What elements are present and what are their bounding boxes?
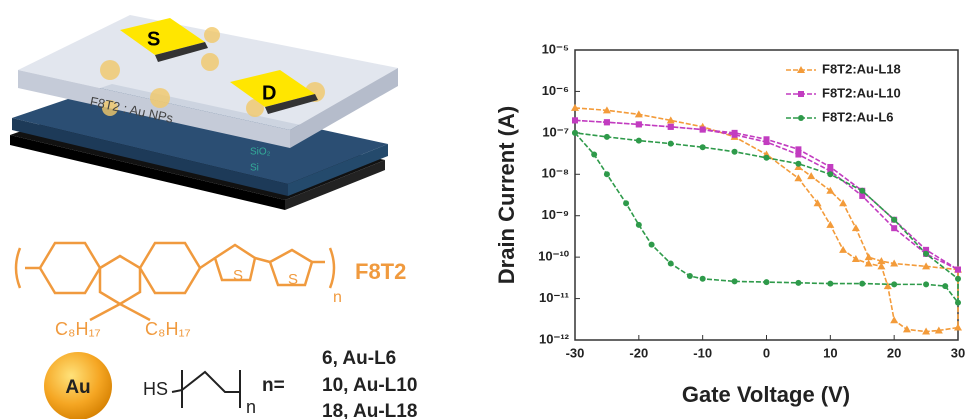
chart: Gate Voltage (V) Drain Current (A) 10⁻⁵ 1… xyxy=(494,41,965,406)
thiol-label: HS xyxy=(143,379,168,399)
data-point xyxy=(591,152,597,158)
data-point xyxy=(604,119,610,125)
data-point xyxy=(700,276,706,282)
data-point xyxy=(649,242,655,248)
x-axis-title: Gate Voltage (V) xyxy=(682,382,850,407)
data-point xyxy=(955,276,961,282)
n-equals: n= xyxy=(262,375,285,396)
data-point xyxy=(635,110,643,117)
alkyl-chain xyxy=(172,370,240,408)
y-tick-label: 10⁻¹² xyxy=(539,331,570,346)
data-point xyxy=(732,149,738,155)
data-point xyxy=(636,121,642,127)
data-point xyxy=(891,281,897,287)
data-point xyxy=(604,134,610,140)
data-point xyxy=(795,161,801,167)
data-point xyxy=(859,188,865,194)
data-point xyxy=(668,261,674,267)
data-point xyxy=(890,316,898,323)
device-stack: S D F8T2 : Au NPs SiO₂ Si xyxy=(10,15,398,210)
data-point xyxy=(884,282,892,289)
x-tick-label: 20 xyxy=(887,345,901,360)
y-tick-label: 10⁻⁵ xyxy=(542,41,569,56)
data-point xyxy=(572,117,578,123)
data-point xyxy=(839,246,847,253)
data-point xyxy=(795,152,801,158)
data-point xyxy=(572,130,578,136)
particle-label: Au xyxy=(65,377,90,398)
source-label: S xyxy=(147,28,160,50)
thiophene-sulfur: S xyxy=(233,267,243,284)
ligand-item: 10, Au-L10 xyxy=(322,375,417,396)
data-point xyxy=(923,281,929,287)
data-point xyxy=(604,171,610,177)
legend-marker xyxy=(798,115,804,121)
x-tick-label: -30 xyxy=(566,345,585,360)
ligand-item: 6, Au-L6 xyxy=(322,348,396,369)
data-point xyxy=(852,224,860,231)
data-point xyxy=(732,130,738,136)
data-point xyxy=(795,280,801,286)
y-tick-label: 10⁻⁷ xyxy=(542,124,569,139)
data-point xyxy=(859,281,865,287)
x-tick-label: -20 xyxy=(629,345,648,360)
side-chain: C₈H₁₇ xyxy=(145,319,191,339)
data-point xyxy=(942,283,948,289)
data-point xyxy=(955,267,961,273)
x-tick-label: 0 xyxy=(763,345,770,360)
f8t2-structure xyxy=(16,243,334,320)
data-point xyxy=(795,146,801,152)
data-point xyxy=(764,155,770,161)
data-point xyxy=(865,253,873,260)
ligand-item: 18, Au-L18 xyxy=(322,401,417,419)
data-point xyxy=(636,222,642,228)
drain-label: D xyxy=(262,82,276,104)
data-point xyxy=(954,324,962,331)
polymer-name: F8T2 xyxy=(355,259,406,284)
data-point xyxy=(764,279,770,285)
substrate-label: Si xyxy=(250,163,259,174)
data-point xyxy=(859,193,865,199)
x-tick-label: -10 xyxy=(693,345,712,360)
data-point xyxy=(891,217,897,223)
y-tick-label: 10⁻⁶ xyxy=(542,83,569,98)
data-point xyxy=(764,136,770,142)
legend-label: F8T2:Au-L6 xyxy=(822,109,894,124)
data-point xyxy=(700,127,706,133)
y-tick-label: 10⁻¹⁰ xyxy=(538,249,570,264)
thiophene-sulfur: S xyxy=(288,271,298,288)
side-chain: C₈H₁₇ xyxy=(55,319,101,339)
data-point xyxy=(827,164,833,170)
x-tick-label: 30 xyxy=(951,345,965,360)
data-point xyxy=(903,325,911,332)
figure: S D F8T2 : Au NPs SiO₂ Si S S n F8T2 C₈H… xyxy=(0,0,969,419)
data-point xyxy=(732,278,738,284)
repeat-label: n xyxy=(333,289,342,306)
data-point xyxy=(827,171,833,177)
y-tick-label: 10⁻⁸ xyxy=(542,166,569,181)
legend-label: F8T2:Au-L18 xyxy=(822,61,901,76)
y-tick-label: 10⁻¹¹ xyxy=(539,290,569,305)
data-point xyxy=(923,251,929,257)
data-point xyxy=(827,281,833,287)
data-point xyxy=(687,273,693,279)
data-point xyxy=(623,200,629,206)
data-point xyxy=(852,255,860,262)
ligand-repeat: n xyxy=(246,397,256,417)
data-point xyxy=(955,300,961,306)
data-point xyxy=(826,221,834,228)
data-point xyxy=(668,124,674,130)
legend-label: F8T2:Au-L10 xyxy=(822,85,901,100)
y-axis-title: Drain Current (A) xyxy=(494,106,519,284)
data-point xyxy=(668,141,674,147)
y-tick-label: 10⁻⁹ xyxy=(542,207,570,222)
data-point xyxy=(636,138,642,144)
data-point xyxy=(700,144,706,150)
legend-marker xyxy=(798,91,804,97)
data-point xyxy=(891,225,897,231)
x-tick-label: 10 xyxy=(823,345,837,360)
oxide-label: SiO₂ xyxy=(250,147,271,158)
